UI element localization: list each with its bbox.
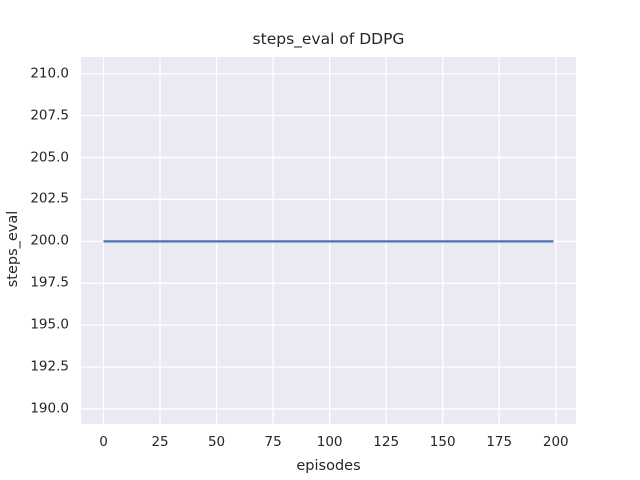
- chart-title: steps_eval of DDPG: [252, 30, 405, 48]
- y-tick-label: 192.5: [30, 358, 69, 375]
- chart-svg: [81, 57, 576, 424]
- y-tick-label: 197.5: [30, 274, 69, 291]
- y-tick-label: 202.5: [30, 190, 69, 207]
- plot-area: [81, 57, 576, 424]
- y-tick-label: 210.0: [30, 65, 69, 81]
- y-tick-label: 205.0: [30, 148, 69, 165]
- x-axis-label: episodes: [296, 458, 361, 474]
- x-tick-label: 100: [316, 434, 343, 450]
- y-tick-label: 195.0: [30, 316, 69, 333]
- x-tick-label: 125: [373, 434, 400, 450]
- x-tick-label: 75: [264, 434, 282, 450]
- x-tick-label: 50: [207, 434, 226, 450]
- y-tick-label: 207.5: [30, 106, 69, 123]
- y-tick-label: 200.0: [30, 232, 69, 249]
- x-tick-label: 175: [486, 434, 513, 450]
- x-tick-label: 200: [542, 434, 569, 450]
- y-tick-label: 190.0: [30, 400, 69, 417]
- x-tick-label: 25: [151, 434, 169, 450]
- x-tick-label: 0: [99, 434, 108, 450]
- x-tick-label: 150: [429, 434, 456, 450]
